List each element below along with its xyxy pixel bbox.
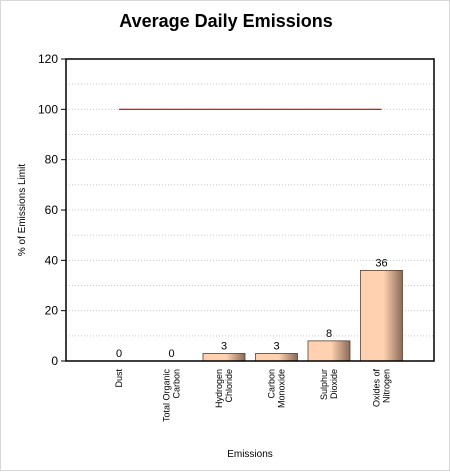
y-tick-label: 120 <box>38 52 58 66</box>
data-label: 3 <box>221 340 227 352</box>
data-label: 8 <box>326 328 332 340</box>
data-label: 0 <box>168 348 174 360</box>
y-axis-title: % of Emissions Limit <box>17 164 28 256</box>
y-tick-label: 60 <box>45 203 59 217</box>
category-label-line: Monoxide <box>277 369 287 408</box>
bars <box>202 269 403 362</box>
category-label-line: Carbon <box>267 369 277 399</box>
category-label: Hydrogen Chloride <box>214 369 234 408</box>
y-tick-label: 80 <box>45 153 59 167</box>
y-tick-label: 20 <box>45 304 59 318</box>
y-axis-ticks: 0 20 40 60 80 100 120 <box>38 52 66 368</box>
data-label: 3 <box>273 340 279 352</box>
bar <box>202 353 246 362</box>
data-label: 36 <box>375 257 387 269</box>
x-axis-categories: Dust Total Organic Carbon Hydrogen Chloride C… <box>114 369 392 423</box>
category-label-line: Oxides of <box>372 369 382 408</box>
category-label-line: Chloride <box>224 369 234 403</box>
y-tick-label: 0 <box>51 354 58 368</box>
category-label: Total Organic Carbon <box>162 369 182 423</box>
y-tick-label: 100 <box>38 102 58 116</box>
category-label-line: Dust <box>114 369 124 388</box>
category-label-line: Nitrogen <box>382 369 392 403</box>
category-label: Dust <box>114 369 124 388</box>
bar <box>360 269 403 362</box>
category-label: Oxides of Nitrogen <box>372 369 392 408</box>
category-label-line: Dioxide <box>329 369 339 399</box>
category-label: Sulphur Dioxide <box>319 369 339 400</box>
category-label-line: Hydrogen <box>214 369 224 408</box>
category-label-line: Sulphur <box>319 369 329 400</box>
data-labels: 0 0 3 3 8 36 <box>116 257 388 360</box>
y-tick-label: 40 <box>45 253 59 267</box>
chart-title: Average Daily Emissions <box>119 11 333 31</box>
category-label: Carbon Monoxide <box>267 369 287 408</box>
data-label: 0 <box>116 348 122 360</box>
category-label-line: Carbon <box>172 369 182 399</box>
bar <box>255 353 298 362</box>
bar <box>307 340 351 362</box>
x-axis-title: Emissions <box>227 449 273 460</box>
category-label-line: Total Organic <box>162 369 172 423</box>
